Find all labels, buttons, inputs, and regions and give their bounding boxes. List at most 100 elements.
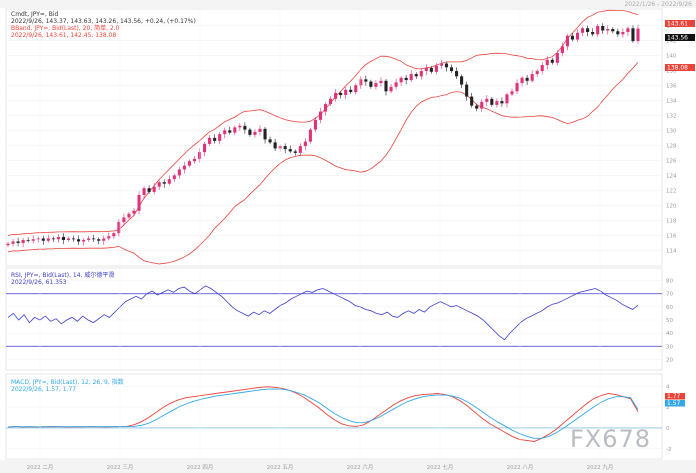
candle-body	[354, 85, 358, 93]
candle-body	[87, 238, 91, 240]
macd-legend-values: 2022/9/26, 1.57, 1.77	[11, 386, 76, 393]
candle-body	[137, 194, 141, 211]
bband-legend-values: 2022/9/26, 143.61, 142.45, 138.08	[11, 32, 116, 39]
candle-body	[424, 68, 428, 72]
candle-body	[192, 158, 197, 162]
candle-body	[107, 236, 111, 239]
price-y-tick: 132	[666, 113, 677, 119]
candle-body	[581, 28, 585, 33]
candle-body	[500, 101, 504, 104]
bollinger-upper-line	[7, 9, 639, 236]
candle-body	[147, 188, 151, 192]
candle-body	[11, 241, 15, 244]
price-y-tick: 124	[666, 173, 677, 179]
price-y-tick: 114	[666, 248, 677, 254]
candle-body	[439, 63, 443, 66]
candle-body	[71, 238, 76, 240]
x-tick-label: 2022 七月	[427, 463, 454, 471]
price-y-tick: 130	[666, 128, 677, 134]
candle-body	[606, 29, 610, 31]
candle-body	[550, 59, 554, 63]
candle-body	[288, 149, 292, 152]
candle-body	[374, 83, 378, 87]
candle-body	[636, 28, 640, 42]
rsi-legend-values: 2022/9/26, 61.353	[11, 279, 67, 286]
candle-body	[208, 137, 212, 144]
price-panel-frame	[5, 8, 663, 267]
candle-body	[92, 238, 96, 240]
price-legend-title: Cmdt, JPY=, Bid	[11, 11, 59, 18]
candle-body	[132, 210, 136, 214]
candle-body	[349, 89, 353, 93]
candle-body	[66, 238, 71, 240]
candle-body	[339, 92, 343, 96]
candle-body	[455, 71, 459, 77]
candle-body	[510, 91, 514, 95]
candle-body	[172, 175, 176, 180]
candle-body	[253, 131, 257, 135]
rsi-gridlines	[6, 280, 662, 360]
bollinger-bands	[7, 9, 639, 265]
rsi-y-tick: 30	[666, 344, 673, 350]
candle-body	[434, 65, 438, 72]
candle-body	[31, 239, 35, 241]
y-axis-ticks: 1441421401381361341321301281261241221201…	[665, 23, 685, 453]
candle-body	[591, 32, 595, 35]
candle-body	[313, 119, 317, 130]
macd-value-tag	[665, 400, 685, 407]
rsi-y-tick: 50	[666, 318, 673, 324]
x-tick-label: 2022 三月	[107, 464, 134, 471]
bband-legend-title: BBand, JPY=, Bid(Last), 20, 简单, 2.0	[11, 24, 120, 32]
candle-body	[334, 92, 338, 99]
candle-body	[46, 238, 50, 241]
candle-body	[167, 179, 171, 184]
candle-body	[228, 130, 232, 133]
candle-body	[197, 152, 202, 159]
candle-body	[394, 82, 398, 87]
candle-body	[465, 84, 469, 97]
x-tick-label: 2022 六月	[347, 463, 374, 471]
price-legend-values: 2022/9/26, 143.37, 143.63, 143.26, 143.5…	[11, 18, 196, 25]
candle-body	[359, 79, 363, 86]
candle-body	[399, 77, 403, 83]
price-gridlines	[6, 25, 662, 251]
candle-body	[21, 239, 25, 243]
candle-body	[560, 46, 564, 54]
candle-body	[187, 161, 191, 166]
candle-body	[243, 125, 247, 130]
candle-body	[6, 243, 10, 246]
rsi-y-tick: 40	[666, 331, 673, 337]
candle-body	[480, 101, 484, 109]
candle-body	[535, 71, 539, 75]
candle-body	[414, 74, 418, 77]
candle-body	[177, 169, 181, 176]
candle-body	[298, 146, 302, 153]
candle-body	[223, 130, 227, 135]
rsi-line	[7, 285, 639, 341]
candle-body	[460, 76, 464, 85]
price-y-tick: 122	[666, 188, 677, 194]
candle-body	[157, 182, 161, 187]
candle-body	[449, 67, 454, 72]
candle-body	[308, 129, 312, 142]
candle-body	[621, 32, 625, 35]
upper-band-tag	[665, 20, 695, 27]
price-y-tick: 128	[666, 143, 677, 149]
candle-body	[248, 129, 252, 135]
price-y-tick: 120	[666, 203, 677, 209]
price-y-tick: 136	[666, 83, 677, 89]
candle-body	[495, 101, 499, 105]
lower-band-tag	[665, 64, 695, 71]
x-tick-label: 2022 九月	[587, 463, 614, 471]
candle-body	[429, 68, 433, 72]
candle-body	[525, 77, 529, 81]
candle-body	[329, 98, 333, 105]
candle-body	[485, 98, 489, 102]
candle-body	[273, 142, 277, 149]
price-y-tick: 116	[666, 233, 677, 239]
candle-body	[213, 137, 217, 141]
candle-body	[379, 80, 383, 84]
candle-body	[303, 141, 307, 147]
macd-legend-title: MACD, JPY=, Bid(Last), 12, 26, 9, 指数	[11, 378, 124, 386]
x-tick-label: 2022 八月	[507, 464, 534, 471]
